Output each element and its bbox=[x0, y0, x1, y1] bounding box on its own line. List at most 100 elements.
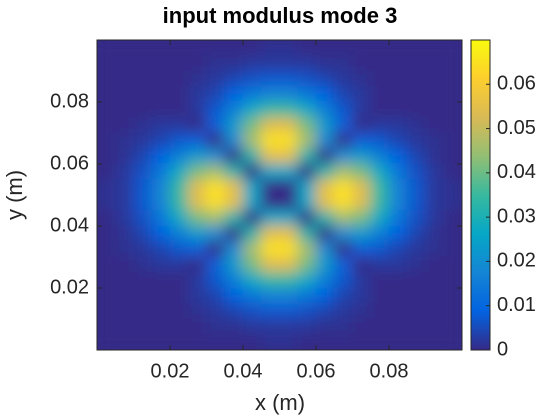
heat-cell bbox=[352, 225, 372, 242]
heat-cell bbox=[315, 318, 335, 335]
heat-cell bbox=[297, 318, 317, 335]
heat-cell bbox=[242, 287, 262, 304]
heat-cell bbox=[133, 210, 153, 227]
heat-cell bbox=[114, 194, 134, 211]
heat-cell bbox=[169, 179, 189, 196]
heat-cell bbox=[169, 303, 189, 320]
colorbar-tick-label: 0.05 bbox=[497, 117, 536, 139]
heat-cell bbox=[187, 210, 207, 227]
heat-cell bbox=[352, 55, 372, 72]
heat-cell bbox=[151, 70, 171, 87]
heat-cell bbox=[370, 70, 390, 87]
heat-cell bbox=[388, 256, 408, 273]
heat-cell bbox=[425, 117, 445, 134]
heat-cell bbox=[97, 101, 116, 118]
heat-cell bbox=[97, 86, 116, 103]
heat-cell bbox=[97, 40, 116, 56]
heat-cell bbox=[97, 55, 116, 72]
heat-cell bbox=[242, 132, 262, 149]
y-tick-label: 0.08 bbox=[50, 90, 89, 112]
heat-cell bbox=[352, 210, 372, 227]
heat-cell bbox=[187, 256, 207, 273]
heat-cell bbox=[169, 256, 189, 273]
heat-cell bbox=[279, 256, 299, 273]
heat-cell bbox=[114, 70, 134, 87]
heat-cell bbox=[169, 210, 189, 227]
heat-cell bbox=[133, 101, 153, 118]
heat-cell bbox=[187, 163, 207, 180]
heat-cell bbox=[97, 194, 116, 211]
heat-cell bbox=[187, 70, 207, 87]
heat-cell bbox=[206, 194, 226, 211]
heat-cell bbox=[443, 272, 462, 289]
heat-cell bbox=[187, 179, 207, 196]
heat-cell bbox=[297, 70, 317, 87]
heat-cell bbox=[169, 117, 189, 134]
heat-cell bbox=[279, 55, 299, 72]
heat-cell bbox=[333, 256, 353, 273]
heat-cell bbox=[114, 241, 134, 258]
heat-cell bbox=[133, 318, 153, 335]
heat-cell bbox=[352, 86, 372, 103]
heat-cell bbox=[133, 241, 153, 258]
heat-cell bbox=[315, 241, 335, 258]
heat-cell bbox=[260, 334, 280, 350]
heat-cell bbox=[406, 287, 426, 304]
heat-cell bbox=[425, 40, 445, 56]
heat-cell bbox=[333, 303, 353, 320]
heat-cell bbox=[352, 70, 372, 87]
heat-cell bbox=[242, 241, 262, 258]
heat-cell bbox=[260, 210, 280, 227]
heat-cell bbox=[260, 70, 280, 87]
heat-cell bbox=[133, 70, 153, 87]
heat-cell bbox=[260, 272, 280, 289]
heat-cell bbox=[242, 272, 262, 289]
heat-cell bbox=[406, 40, 426, 56]
heat-cell bbox=[206, 132, 226, 149]
heat-cell bbox=[114, 86, 134, 103]
colorbar-tick-label: 0 bbox=[497, 338, 508, 360]
heat-cell bbox=[242, 334, 262, 350]
heat-cell bbox=[425, 194, 445, 211]
heat-cell bbox=[443, 225, 462, 242]
heat-cell bbox=[388, 210, 408, 227]
heat-cell bbox=[279, 163, 299, 180]
heat-cell bbox=[169, 40, 189, 56]
heat-cell bbox=[352, 318, 372, 335]
heat-cell bbox=[352, 334, 372, 350]
heat-cell bbox=[333, 117, 353, 134]
heat-cell bbox=[443, 40, 462, 56]
heat-cell bbox=[388, 55, 408, 72]
heat-cell bbox=[224, 225, 244, 242]
heat-cell bbox=[425, 86, 445, 103]
heat-cell bbox=[206, 55, 226, 72]
heat-cell bbox=[114, 40, 134, 56]
heat-cell bbox=[333, 70, 353, 87]
heat-cell bbox=[425, 303, 445, 320]
heat-cell bbox=[406, 55, 426, 72]
heat-cell bbox=[315, 40, 335, 56]
heat-cell bbox=[224, 132, 244, 149]
heat-cell bbox=[370, 272, 390, 289]
heat-cell bbox=[443, 303, 462, 320]
y-tick-label: 0.02 bbox=[50, 276, 89, 298]
heat-cell bbox=[352, 287, 372, 304]
heat-cell bbox=[443, 86, 462, 103]
heat-cell bbox=[333, 225, 353, 242]
heat-cell bbox=[151, 194, 171, 211]
heat-cell bbox=[333, 132, 353, 149]
colorbar bbox=[470, 39, 491, 351]
heat-cell bbox=[114, 55, 134, 72]
heat-cell bbox=[206, 70, 226, 87]
heat-cell bbox=[425, 241, 445, 258]
colorbar-tick-label: 0.06 bbox=[497, 73, 536, 95]
heat-cell bbox=[206, 318, 226, 335]
heat-cell bbox=[297, 241, 317, 258]
heat-cell bbox=[352, 303, 372, 320]
heat-cell bbox=[260, 303, 280, 320]
heat-cell bbox=[443, 241, 462, 258]
heat-cell bbox=[260, 132, 280, 149]
heat-cell bbox=[388, 40, 408, 56]
heat-cell bbox=[151, 303, 171, 320]
